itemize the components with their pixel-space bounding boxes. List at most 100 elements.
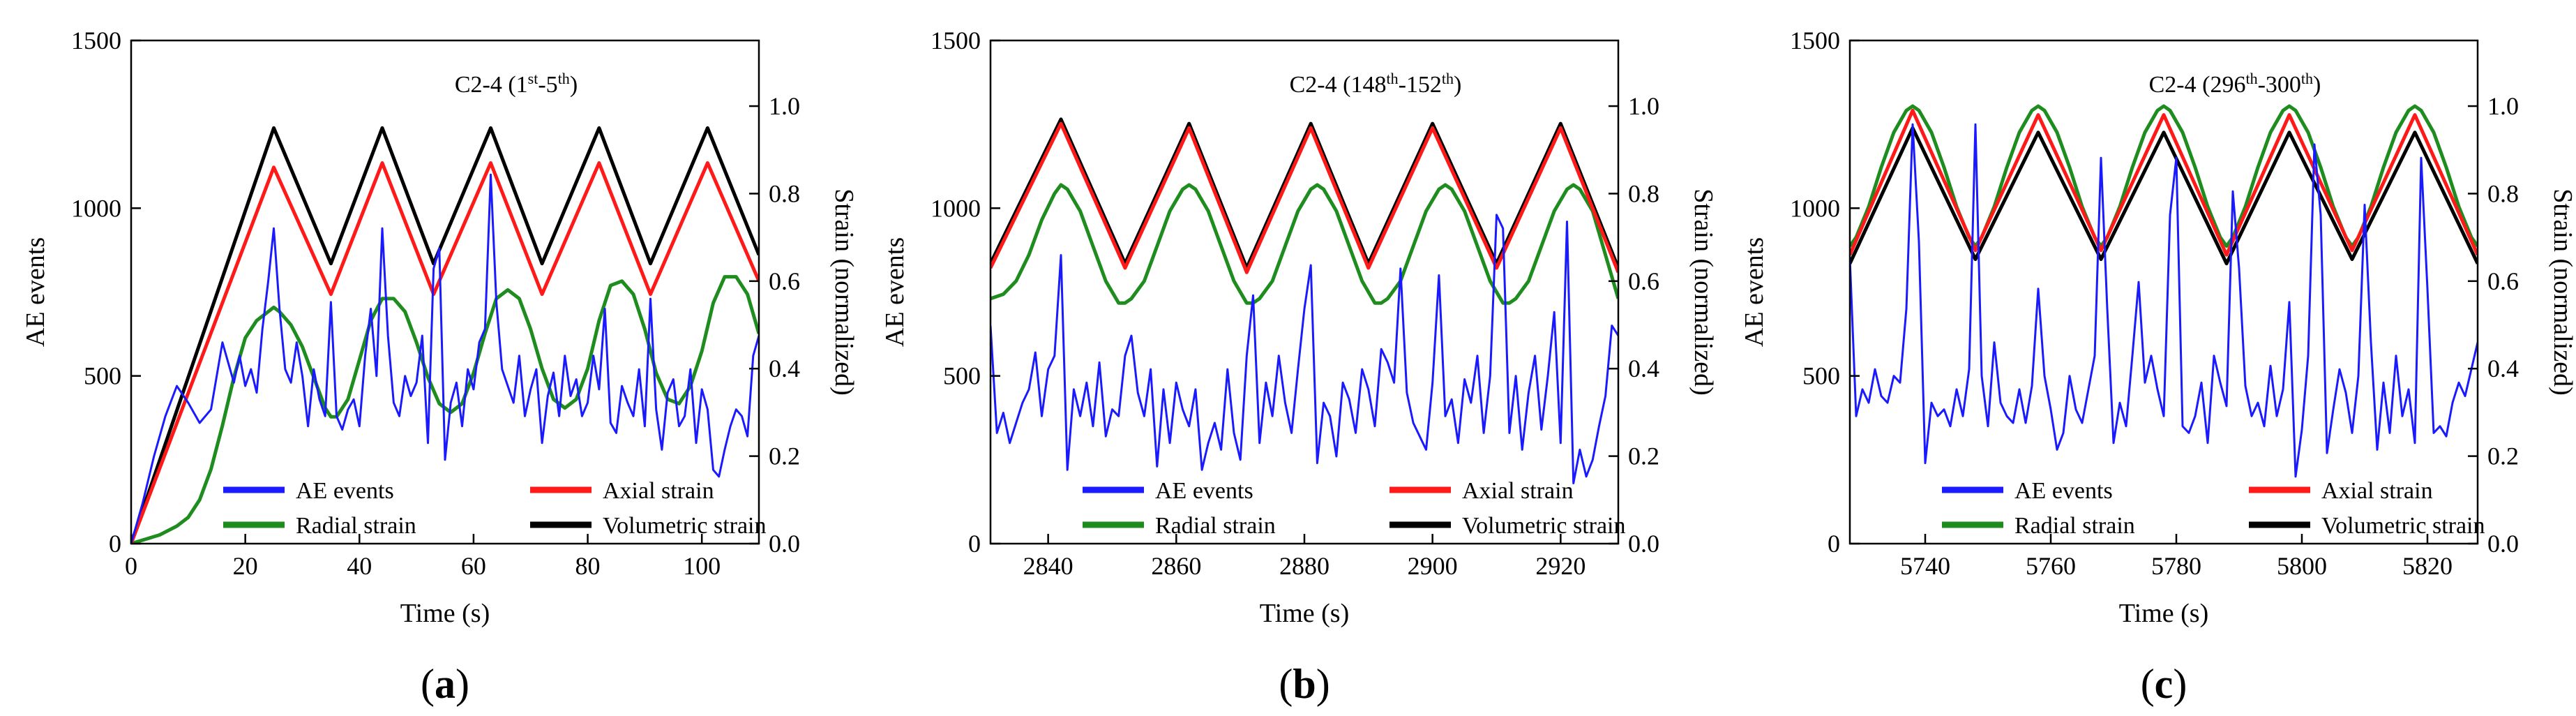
radial-legend-label: Radial strain: [296, 513, 416, 539]
chart-title: C2-4 (296th-300th): [2149, 70, 2321, 98]
legend: AE events Axial strain Radial strain Volume…: [223, 478, 767, 539]
y2-tick-label: 0.2: [2487, 442, 2519, 470]
ae-legend-label: AE events: [2014, 478, 2113, 504]
x-tick-label: 2880: [1279, 552, 1330, 580]
y2-tick-label: 0.6: [769, 267, 800, 295]
x-tick-label: 5780: [2151, 552, 2201, 580]
title-superscript: th: [1442, 70, 1454, 87]
y-tick-label: 0: [1828, 530, 1840, 558]
title-text: C2-4 (148: [1290, 72, 1387, 98]
axial-series-line: [1850, 108, 2478, 257]
chart-title: C2-4 (148th-152th): [1290, 70, 1462, 98]
axial-legend-label: Axial strain: [2321, 478, 2433, 504]
plot-frame: [1848, 39, 2479, 545]
legend: AE events Axial strain Radial strain Volume…: [1942, 478, 2485, 539]
panel-label: (b): [1279, 661, 1330, 707]
x-tick-label: 2840: [1023, 552, 1074, 580]
y-tick-label: 500: [84, 362, 121, 390]
radial-series-line: [991, 183, 1618, 305]
axial-legend-label: Axial strain: [1462, 478, 1574, 504]
series-group: [991, 117, 1618, 484]
series-group: [131, 126, 759, 544]
y2-tick-label: 0.8: [2487, 179, 2519, 207]
ae-series-line: [131, 173, 759, 544]
volumetric-legend-label: Volumetric strain: [1462, 513, 1626, 539]
y2-tick-label: 0.0: [769, 530, 800, 558]
volumetric-series-line: [131, 126, 759, 544]
x-axis-label: Time (s): [1260, 599, 1349, 628]
y-tick-label: 1500: [71, 27, 121, 54]
title-text: -5: [538, 72, 557, 98]
axial-legend-label: Axial strain: [603, 478, 714, 504]
x-tick-label: 5800: [2277, 552, 2327, 580]
title-superscript: th: [2245, 70, 2257, 87]
ae-series-line: [1850, 123, 2478, 478]
y-axis-label: AE events: [1740, 237, 1769, 347]
y-axis-label: AE events: [21, 237, 50, 347]
panel-label: (a): [421, 661, 469, 707]
title-text: C2-4 (1: [455, 72, 528, 98]
y2-tick-label: 0.4: [1628, 355, 1659, 382]
title-text: C2-4 (296: [2149, 72, 2246, 98]
x-tick-label: 20: [233, 552, 258, 580]
panel-label-paren: (: [1279, 661, 1293, 707]
plot-frame: [989, 39, 1620, 545]
y2-tick-label: 0.2: [769, 442, 800, 470]
panel-label-paren: ): [2173, 661, 2187, 707]
y2-tick-label: 0.8: [1628, 179, 1659, 207]
panel-label-paren: (: [421, 661, 435, 707]
y-tick-label: 1500: [931, 27, 981, 54]
y-tick-label: 1000: [931, 194, 981, 222]
radial-legend-label: Radial strain: [1155, 513, 1276, 539]
title-superscript: th: [558, 70, 570, 87]
y2-tick-label: 0.4: [769, 355, 800, 382]
x-tick-label: 5760: [2026, 552, 2076, 580]
y2-tick-label: 0.6: [1628, 267, 1659, 295]
volumetric-series-line: [991, 117, 1618, 270]
y2-axis-label: Strain (normalized): [829, 188, 859, 396]
x-axis-label: Time (s): [2119, 599, 2208, 628]
panel-label-paren: (: [2141, 661, 2155, 707]
panel-label-letter: c: [2155, 661, 2174, 707]
x-tick-label: 40: [347, 552, 372, 580]
x-tick-label: 2860: [1151, 552, 1201, 580]
y2-tick-label: 0.6: [2487, 267, 2519, 295]
title-text: -300: [2258, 72, 2301, 98]
panel-label: (c): [2141, 661, 2187, 707]
y2-tick-label: 0.0: [1628, 530, 1659, 558]
title-text: -152: [1399, 72, 1442, 98]
y2-tick-label: 1.0: [769, 92, 800, 120]
y-tick-label: 0: [109, 530, 121, 558]
volumetric-legend-label: Volumetric strain: [2321, 513, 2485, 539]
title-superscript: st: [528, 70, 538, 87]
panel-a: 0 20 40 60 80 1000500100015000.00.20.40.60.81…: [21, 27, 859, 707]
title-superscript: th: [2301, 70, 2313, 87]
y-tick-label: 0: [968, 530, 981, 558]
y2-axis-label: Strain (normalized): [1689, 188, 1718, 396]
y2-tick-label: 1.0: [1628, 92, 1659, 120]
chart-title: C2-4 (1st-5th): [455, 70, 578, 98]
y2-tick-label: 0.0: [2487, 530, 2519, 558]
x-tick-label: 2920: [1535, 552, 1585, 580]
title-text: ): [2313, 72, 2321, 98]
volumetric-legend-label: Volumetric strain: [603, 513, 767, 539]
x-tick-label: 2900: [1408, 552, 1458, 580]
radial-legend-label: Radial strain: [2014, 513, 2135, 539]
volumetric-series-line: [1850, 126, 2478, 266]
panel-label-paren: ): [455, 661, 469, 707]
panel-label-letter: b: [1293, 661, 1316, 707]
panel-b: 2840 2860 2880 2900 2920 0 500 1000 1500 0.0 0.2 0.…: [880, 27, 1718, 707]
y2-tick-label: 1.0: [2487, 92, 2519, 120]
x-tick-label: 5740: [1900, 552, 1950, 580]
axial-series-line: [131, 161, 759, 544]
panel-label-paren: ): [1316, 661, 1330, 707]
panel-label-letter: a: [435, 661, 455, 707]
radial-series-line: [1850, 104, 2478, 248]
x-tick-label: 100: [683, 552, 721, 580]
axial-series-line: [991, 121, 1618, 274]
y-axis-label: AE events: [880, 237, 910, 347]
x-tick-label: 0: [125, 552, 137, 580]
y2-tick-label: 0.8: [769, 179, 800, 207]
x-tick-label: 60: [461, 552, 486, 580]
